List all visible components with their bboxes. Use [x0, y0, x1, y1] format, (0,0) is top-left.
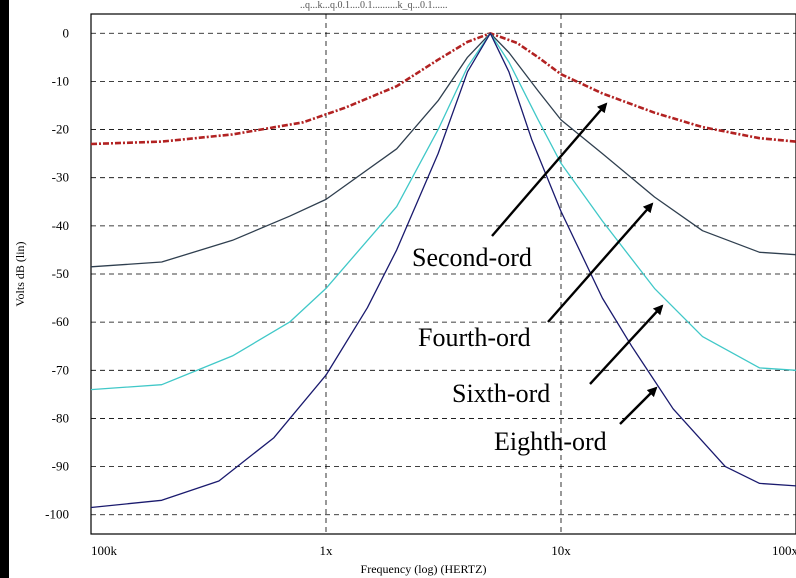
annotation-arrow-second-ord	[491, 102, 608, 237]
left-window-border	[0, 0, 9, 578]
series-line-fourth-ord	[90, 32, 796, 268]
y-tick-label: -30	[52, 170, 69, 185]
annotation-arrow-eighth-ord	[619, 386, 658, 425]
series-line-eighth-ord	[90, 32, 796, 509]
x-tick-label: 1x	[320, 543, 334, 558]
x-tick-label: 10x	[551, 543, 571, 558]
y-tick-label: -60	[52, 314, 69, 329]
y-tick-label: -100	[45, 507, 69, 522]
y-axis-title: Volts dB (lin)	[13, 241, 27, 306]
x-axis-title: Frequency (log) (HERTZ)	[361, 562, 487, 576]
x-tick-label: 100k	[91, 543, 118, 558]
annotation-label-sixth-ord: Sixth-ord	[452, 379, 550, 408]
x-tick-label: 100x	[772, 543, 796, 558]
y-tick-label: 0	[63, 25, 70, 40]
annotation-label-second-ord: Second-ord	[412, 243, 532, 272]
plot-area: 0 -10 -20 -30 -40 -50 -60 -70 -80 -90 -100 100k 1x 10…	[13, 13, 796, 576]
series-line-second-ord	[90, 31, 796, 146]
annotation-arrow-fourth-ord	[547, 202, 654, 323]
annotation-arrow-sixth-ord	[589, 304, 664, 385]
annotation-label-fourth-ord: Fourth-ord	[418, 323, 531, 352]
y-tick-label: -50	[52, 266, 69, 281]
y-tick-label: -20	[52, 122, 69, 137]
y-tick-label: -10	[52, 73, 69, 88]
y-tick-label: -80	[52, 410, 69, 425]
y-tick-label: -90	[52, 459, 69, 474]
y-tick-label: -70	[52, 362, 69, 377]
top-strip-text: ..q...k...q.0.1....0.1..........k_q...0.…	[300, 0, 448, 11]
annotation-label-eighth-ord: Eighth-ord	[494, 427, 607, 456]
y-tick-label: -40	[52, 218, 69, 233]
